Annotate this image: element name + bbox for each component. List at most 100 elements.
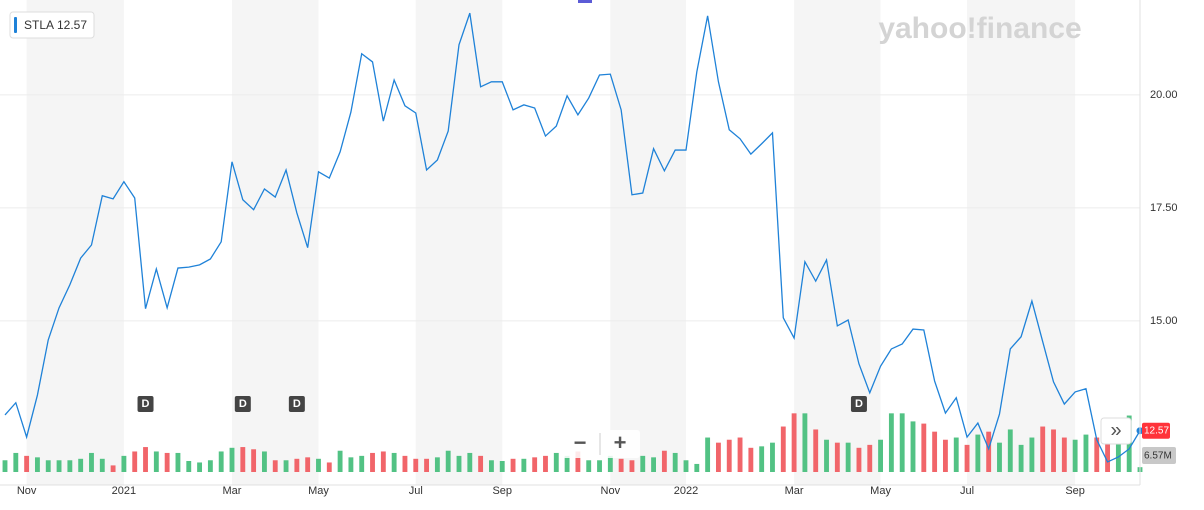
volume-bar — [607, 455, 613, 472]
volume-bar — [380, 451, 386, 472]
volume-bar — [110, 465, 116, 472]
x-tick-label: Jul — [960, 485, 974, 497]
volume-bar — [370, 452, 375, 472]
volume-bar — [510, 458, 516, 472]
scroll-button[interactable]: » — [1110, 419, 1121, 441]
volume-bar — [67, 460, 73, 472]
price-line — [4, 12, 1141, 463]
legend: STLA 12.57 — [9, 11, 95, 39]
legend-box — [9, 11, 95, 39]
volume-bar — [618, 458, 624, 472]
volume-bar — [780, 426, 786, 472]
volume-bar — [575, 451, 581, 472]
volume-bar — [478, 455, 484, 472]
event-marker-bg — [288, 396, 305, 412]
volume-bar — [888, 413, 894, 472]
volume-bar — [899, 413, 905, 472]
volume-bar — [1007, 429, 1013, 472]
volume-bar — [1061, 437, 1067, 472]
volume-bar — [997, 442, 1002, 472]
volume-bar — [402, 455, 408, 472]
volume-bar — [197, 462, 203, 472]
price-label: 12.57 — [1144, 425, 1169, 436]
volume-bar — [737, 437, 743, 472]
volume-bar — [34, 457, 40, 472]
volume-bar — [424, 458, 430, 472]
volume-bar — [640, 455, 646, 472]
legend-name: STLA — [24, 18, 54, 32]
volume-bar — [78, 458, 84, 472]
zoom-controls: − + — [562, 430, 640, 458]
volume-bar — [564, 455, 570, 472]
x-tick-label: May — [308, 485, 329, 497]
volume-bar — [121, 455, 127, 472]
x-tick-label: 2021 — [112, 485, 136, 497]
volume-bar — [153, 451, 159, 472]
zoom-in-button[interactable]: + — [614, 430, 627, 455]
volume-bar — [964, 444, 970, 472]
volume-bar — [986, 431, 992, 472]
volume-bar — [434, 457, 440, 472]
volume-bar — [597, 460, 602, 472]
volume-bar — [348, 457, 354, 472]
month-band — [26, 0, 124, 485]
volume-bar — [1115, 418, 1121, 472]
legend-swatch — [14, 17, 17, 33]
volume-bar — [834, 442, 840, 472]
volume-bar — [683, 460, 689, 472]
volume-bar — [207, 460, 213, 472]
volume-bar — [715, 442, 721, 472]
x-tick-label: Sep — [492, 485, 512, 497]
volume-bar — [942, 439, 948, 472]
volume-bar — [24, 455, 30, 472]
month-band — [415, 0, 503, 485]
y-tick-label: 15.00 — [1150, 315, 1178, 327]
volume-bar — [694, 463, 700, 472]
x-tick-label: Sep — [1065, 485, 1085, 497]
x-tick-label: Jul — [409, 485, 423, 497]
y-tick-label: 17.50 — [1150, 202, 1178, 214]
volume-bar — [488, 460, 494, 472]
volume-bar — [13, 452, 19, 472]
volume-bar — [305, 457, 311, 472]
event-marker-bg — [850, 396, 867, 412]
volume-bar — [359, 455, 365, 472]
volume-bar — [391, 452, 397, 472]
volume-bar — [532, 457, 538, 472]
volume-bar — [89, 452, 94, 472]
volume-bar — [99, 458, 105, 472]
scroll-button-bg[interactable] — [1100, 417, 1132, 445]
volume-bar — [1094, 437, 1100, 472]
volume-bar — [802, 413, 808, 472]
brand-logo: yahoo!finance — [878, 12, 1081, 45]
volume-bar — [975, 434, 981, 472]
volume-bar — [770, 442, 775, 472]
volume-bar — [326, 462, 332, 472]
volume-bar — [45, 460, 51, 472]
volume-bar — [337, 450, 343, 472]
price-label-bg — [1142, 422, 1170, 439]
volume-bar — [413, 458, 419, 472]
volume-bar — [521, 458, 527, 472]
zoom-out-button[interactable]: − — [574, 430, 587, 455]
volume-bar — [759, 446, 765, 472]
volume-bar — [651, 457, 657, 472]
volume-bar — [953, 437, 959, 472]
volume-bar — [272, 460, 278, 472]
volume-bar — [705, 437, 711, 472]
volume-bar — [856, 447, 862, 472]
volume-bar — [240, 447, 246, 472]
volume-label-bg — [1142, 447, 1176, 464]
volume-bar — [175, 452, 181, 472]
y-tick-label: 20.00 — [1150, 89, 1178, 101]
event-marker-bg — [137, 396, 154, 412]
volume-bar — [316, 458, 321, 472]
volume-bar — [553, 452, 559, 472]
volume-bar — [261, 451, 267, 472]
volume-bar — [132, 451, 138, 472]
volume-bar — [56, 460, 62, 472]
x-tick-label: May — [870, 485, 891, 497]
volume-bar — [932, 431, 938, 472]
